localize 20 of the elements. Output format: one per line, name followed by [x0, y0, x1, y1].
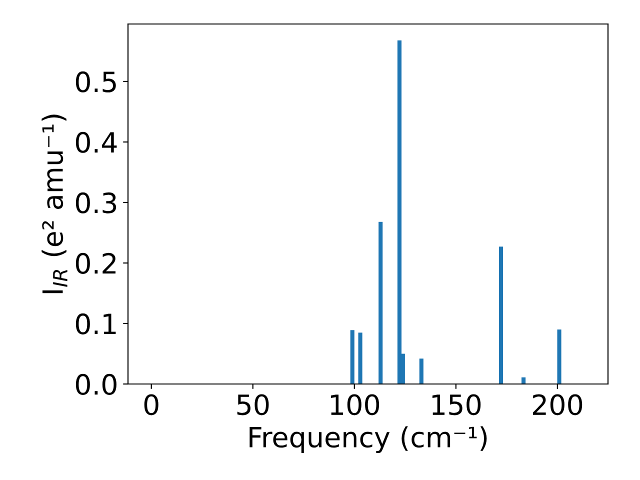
bar	[397, 40, 402, 384]
x-tick-label: 100	[330, 394, 380, 416]
bar	[378, 222, 383, 384]
bar	[419, 358, 424, 384]
x-axis-title: Frequency (cm⁻¹)	[250, 426, 487, 454]
x-tick-label: 200	[532, 394, 582, 416]
y-tick-label: 0.1	[76, 313, 116, 334]
y-tick-label: 0.2	[76, 252, 116, 274]
y-tick-label: 0.0	[76, 374, 116, 395]
x-tick-label: 150	[432, 394, 481, 416]
y-tick-label: 0.5	[76, 71, 116, 92]
x-tick-label: 50	[237, 394, 269, 416]
y-axis-title: I$_{IR}$ (e² amu⁻¹)	[42, 114, 68, 294]
bar	[350, 330, 354, 384]
bar	[358, 332, 362, 384]
y-tick-label: 0.4	[76, 132, 117, 153]
bar	[557, 330, 562, 384]
bar	[498, 246, 504, 384]
x-tick-label: 0	[144, 394, 158, 416]
y-tick-label: 0.3	[76, 192, 116, 214]
